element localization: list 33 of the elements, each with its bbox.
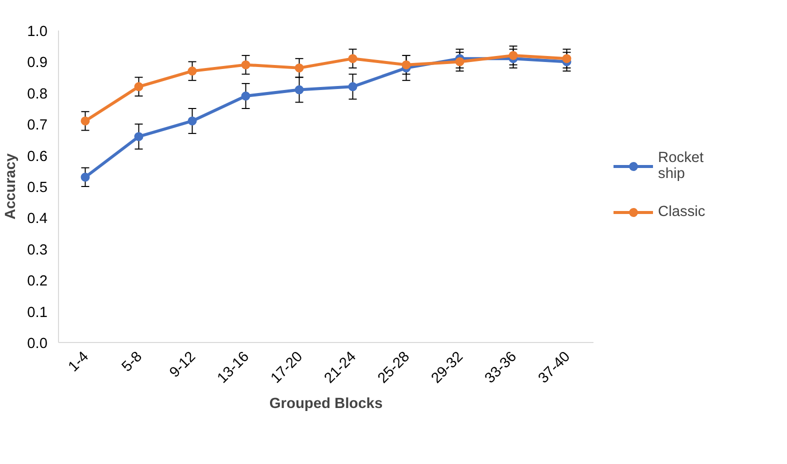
- y-tick-label: 0.0: [27, 336, 48, 352]
- legend-label: Classic: [658, 204, 706, 220]
- point: [402, 60, 411, 70]
- point: [241, 60, 250, 70]
- y-tick-label: 0.2: [27, 274, 48, 290]
- point: [294, 63, 304, 72]
- y-tick-label: 0.6: [27, 148, 48, 165]
- y-axis-title: Accuracy: [3, 152, 20, 220]
- y-tick-label: 0.8: [27, 86, 48, 102]
- y-tick-label: 0.5: [27, 180, 48, 196]
- y-tick-label: 0.4: [27, 211, 48, 228]
- x-axis-title: Grouped Blocks: [269, 396, 383, 412]
- y-tick-label: 1.0: [27, 24, 48, 40]
- point: [241, 92, 250, 101]
- point: [80, 116, 90, 126]
- point: [562, 54, 572, 64]
- x-tick-label: 1-4: [66, 348, 92, 376]
- point: [348, 54, 358, 64]
- point: [294, 85, 304, 94]
- y-tick-label: 0.9: [27, 55, 48, 72]
- y-tick-label: 0.1: [27, 304, 48, 321]
- point: [348, 82, 358, 92]
- point: [134, 82, 144, 92]
- y-tick-label: 0.7: [27, 118, 48, 134]
- y-tick-label: 0.3: [27, 242, 48, 258]
- point: [508, 50, 518, 60]
- point: [188, 66, 197, 76]
- point: [80, 172, 90, 182]
- x-tick-label: 5-8: [119, 348, 146, 376]
- point: [188, 116, 197, 126]
- legend-label: Rocket ship: [658, 150, 704, 182]
- point: [134, 132, 144, 142]
- point: [455, 57, 464, 66]
